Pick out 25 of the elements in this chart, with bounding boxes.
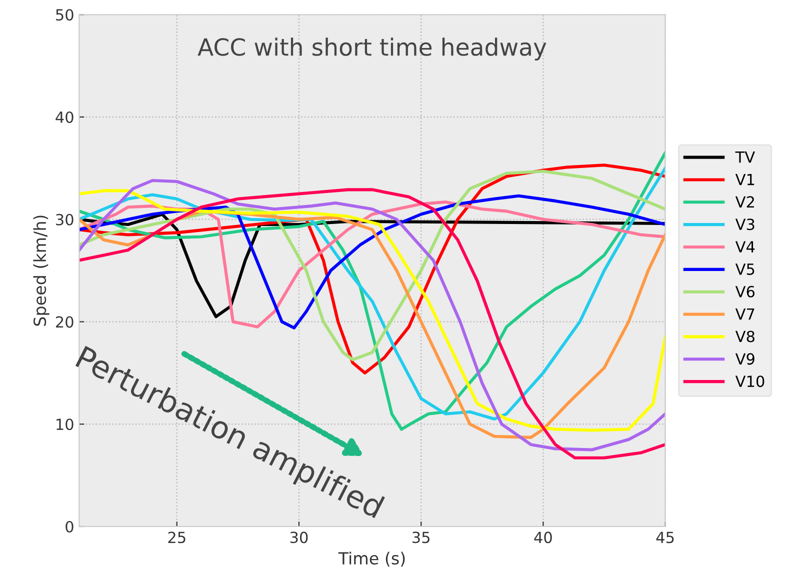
x-tick-label: 45 <box>656 532 674 544</box>
x-tick-label: 40 <box>534 532 552 544</box>
y-axis-title: Speed (km/h) <box>33 216 50 326</box>
y-tick-label: 0 <box>66 520 74 533</box>
x-tick-label: 25 <box>168 532 186 544</box>
legend-label: V10 <box>735 376 764 388</box>
legend-label: V3 <box>735 218 754 230</box>
legend-label: V9 <box>735 353 754 365</box>
y-tick-label: 20 <box>56 316 74 328</box>
legend-label: V5 <box>735 264 754 275</box>
y-tick-label: 30 <box>56 214 74 226</box>
x-tick-label: 30 <box>290 532 308 544</box>
y-tick-label: 40 <box>56 111 74 124</box>
legend-label: V6 <box>735 286 755 298</box>
annotation: ACC with short time headway <box>198 38 546 61</box>
y-tick-label: 10 <box>56 418 74 430</box>
legend-label: TV <box>735 152 755 163</box>
legend-label: V8 <box>735 330 754 342</box>
legend-label: V1 <box>735 174 754 186</box>
legend-label: V4 <box>735 241 755 252</box>
legend-label: V2 <box>735 196 754 208</box>
x-axis-title: Time (s) <box>338 552 405 567</box>
x-tick-label: 35 <box>412 532 430 544</box>
y-tick-label: 50 <box>56 9 74 21</box>
legend-label: V7 <box>735 308 754 320</box>
